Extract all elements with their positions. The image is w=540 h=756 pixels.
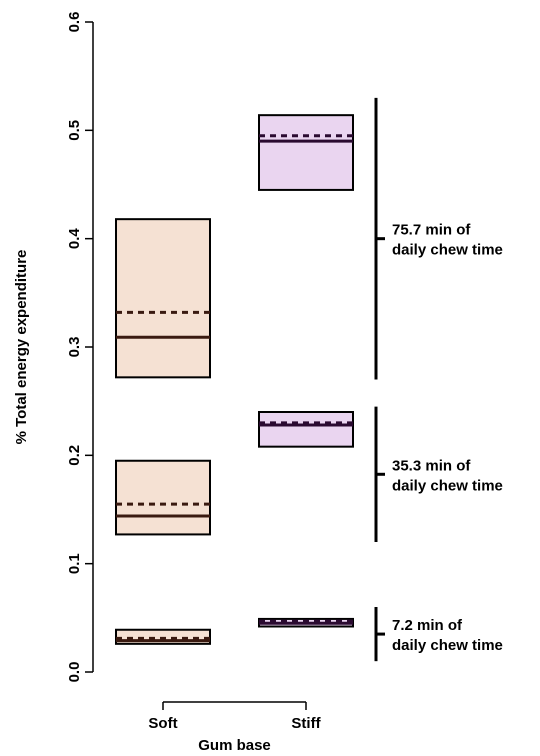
y-tick-label: 0.6	[66, 12, 83, 33]
chew-time-bracket-3: 75.7 min of daily chew time	[374, 97, 503, 380]
box-rect	[115, 218, 211, 379]
box-rect	[258, 114, 354, 191]
y-tick-label: 0.3	[66, 337, 83, 358]
box-soft-group-3	[115, 218, 211, 379]
box-stiff-group-3	[258, 114, 354, 191]
axes: 0.0 0.1 0.2 0.3 0.4 0.5 0.6 Soft Stiff	[66, 12, 322, 732]
x-tick-label-stiff: Stiff	[291, 715, 321, 732]
box-stiff-group-2	[258, 411, 354, 448]
annotations: 7.2 min of daily chew time 35.3 min of dail…	[374, 97, 503, 662]
y-tick-label: 0.5	[66, 120, 83, 141]
y-tick-label: 0.4	[66, 228, 83, 250]
box-rect	[115, 459, 211, 536]
y-axis-title: % Total energy expenditure	[13, 250, 30, 445]
chew-time-label: 7.2 min of	[392, 617, 463, 634]
y-tick-label: 0.0	[66, 662, 83, 683]
box-stiff-group-1	[258, 617, 354, 628]
chew-time-label: daily chew time	[392, 637, 503, 654]
box-soft-group-1	[115, 628, 211, 645]
chew-time-label: daily chew time	[392, 477, 503, 494]
x-axis-title: Gum base	[198, 737, 271, 754]
x-tick-label-soft: Soft	[148, 715, 177, 732]
box-soft-group-2	[115, 459, 211, 536]
chew-time-bracket-2: 35.3 min of daily chew time	[374, 406, 503, 542]
y-tick-label: 0.2	[66, 445, 83, 466]
chew-time-label: 35.3 min of	[392, 457, 471, 474]
y-tick-label: 0.1	[66, 553, 83, 574]
chew-time-bracket-1: 7.2 min of daily chew time	[374, 607, 503, 662]
boxes	[115, 114, 354, 645]
chew-time-label: daily chew time	[392, 242, 503, 259]
box-rect	[258, 411, 354, 448]
chew-time-label: 75.7 min of	[392, 222, 471, 239]
